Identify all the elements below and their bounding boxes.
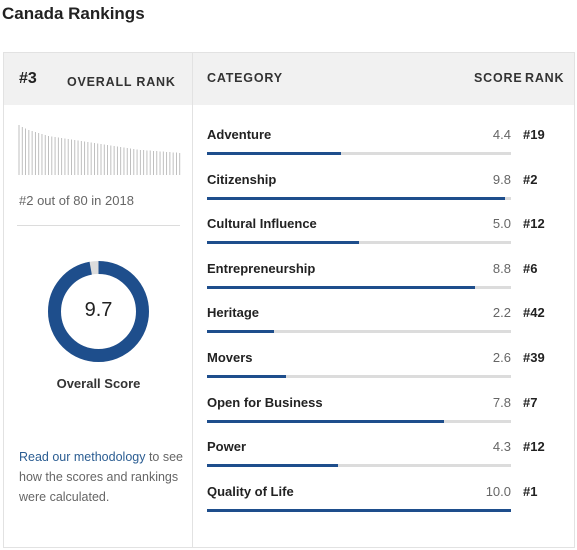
donut-fill <box>48 261 149 362</box>
overall-score-donut <box>48 261 149 362</box>
category-name: Cultural Influence <box>207 216 317 232</box>
category-rank: #2 <box>523 171 538 187</box>
category-score-bar <box>207 419 511 423</box>
category-panel: CATEGORY SCORE RANK Adventure 4.4 #19 Citiz… <box>193 53 574 547</box>
methodology-text: Read our methodology to see how the scor… <box>19 447 187 507</box>
category-score-bar <box>207 152 511 155</box>
overall-rank-label: OVERALL RANK <box>67 75 176 89</box>
category-score: 7.8 <box>492 394 511 410</box>
category-name: Heritage <box>207 305 260 321</box>
overall-header: #3 OVERALL RANK <box>4 53 192 105</box>
category-score: 9.8 <box>492 171 511 187</box>
divider <box>17 225 180 226</box>
category-row: Power 4.3 #12 <box>207 439 549 483</box>
category-score: 4.4 <box>492 127 511 142</box>
rank-column-header: RANK <box>525 71 565 85</box>
category-score: 5.0 <box>492 216 511 232</box>
category-score: 2.6 <box>492 350 511 365</box>
methodology-link[interactable]: Read our methodology <box>19 450 146 464</box>
page-title: Canada Rankings <box>2 4 145 23</box>
category-rank: #12 <box>523 216 545 232</box>
category-rank: #7 <box>523 394 538 410</box>
category-score-bar <box>207 508 511 512</box>
category-score-bar <box>207 285 511 289</box>
category-name: Open for Business <box>207 394 323 410</box>
category-name: Movers <box>207 350 253 365</box>
category-score-bar-fill <box>207 196 505 200</box>
category-row: Citizenship 9.8 #2 <box>207 172 549 216</box>
overall-panel: #3 OVERALL RANK #2 out of 80 in 2018 9.7… <box>4 53 193 547</box>
methodology-rest: to see how the scores and rankings were … <box>19 450 184 504</box>
category-score-bar-fill <box>207 508 511 512</box>
overall-rank-number: #3 <box>19 70 37 87</box>
overall-score-label: Overall Score <box>56 376 141 391</box>
category-score-bar <box>207 330 511 334</box>
category-name: Citizenship <box>207 171 277 187</box>
category-score: 4.3 <box>492 439 511 455</box>
category-score-bar <box>207 464 511 468</box>
category-score-bar <box>207 241 511 245</box>
category-score-bar-fill <box>207 375 287 378</box>
category-row: Cultural Influence 5.0 #12 <box>207 216 549 260</box>
category-score-bar-fill <box>207 285 475 289</box>
category-row: Quality of Life 10.0 #1 <box>207 484 549 528</box>
category-row: Adventure 4.4 #19 <box>207 127 549 171</box>
category-rank: #39 <box>523 350 545 365</box>
category-row: Open for Business 7.8 #7 <box>207 395 549 439</box>
rank-history-sparkline <box>18 125 181 175</box>
category-score-bar-fill <box>207 464 338 468</box>
category-score-bar <box>207 196 511 200</box>
rankings-card: #3 OVERALL RANK #2 out of 80 in 2018 9.7… <box>3 52 575 548</box>
category-rank: #42 <box>523 305 545 321</box>
category-name: Power <box>207 439 247 455</box>
category-name: Quality of Life <box>207 483 294 499</box>
category-rank: #19 <box>523 127 545 142</box>
category-score-bar-fill <box>207 419 445 423</box>
category-row: Entrepreneurship 8.8 #6 <box>207 261 549 305</box>
category-score: 10.0 <box>485 483 511 499</box>
score-column-header: SCORE <box>474 71 523 85</box>
category-score: 2.2 <box>492 305 511 321</box>
category-row: Heritage 2.2 #42 <box>207 305 549 349</box>
category-rank: #6 <box>523 260 538 276</box>
category-score-bar-fill <box>207 152 341 155</box>
category-row: Movers 2.6 #39 <box>207 350 549 394</box>
category-rank: #1 <box>523 483 538 499</box>
category-score: 8.8 <box>492 260 511 276</box>
category-score-bar-fill <box>207 241 359 245</box>
category-header: CATEGORY SCORE RANK <box>193 53 574 105</box>
category-score-bar <box>207 375 511 378</box>
category-name: Adventure <box>207 127 272 142</box>
category-rank: #12 <box>523 439 545 455</box>
category-column-header: CATEGORY <box>207 71 283 85</box>
category-name: Entrepreneurship <box>207 260 316 276</box>
category-score-bar-fill <box>207 330 274 334</box>
overall-score-value: 9.7 <box>84 299 113 321</box>
previous-rank-text: #2 out of 80 in 2018 <box>19 193 134 208</box>
